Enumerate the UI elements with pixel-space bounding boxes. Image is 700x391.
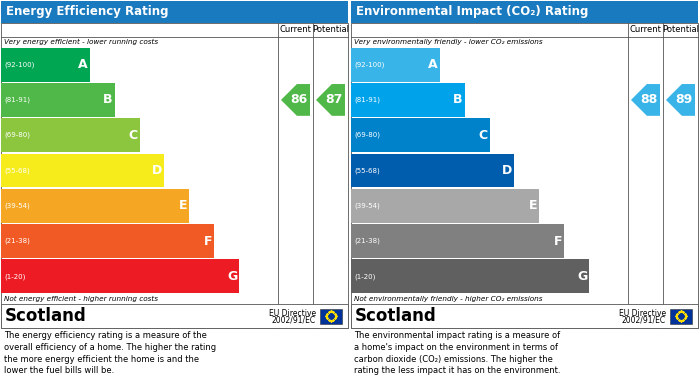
Text: Scotland: Scotland — [355, 307, 437, 325]
Text: Scotland: Scotland — [5, 307, 87, 325]
Text: (81-91): (81-91) — [4, 97, 30, 103]
Text: 89: 89 — [675, 93, 692, 106]
Text: B: B — [453, 93, 463, 106]
Text: (39-54): (39-54) — [4, 203, 29, 209]
Text: Potential: Potential — [312, 25, 349, 34]
Bar — [1, 189, 190, 223]
Bar — [1, 48, 90, 82]
Bar — [320, 308, 342, 323]
Bar — [670, 308, 692, 323]
Text: (39-54): (39-54) — [354, 203, 379, 209]
Text: (55-68): (55-68) — [354, 167, 379, 174]
Text: (81-91): (81-91) — [354, 97, 380, 103]
Text: EU Directive: EU Directive — [269, 308, 316, 317]
Text: C: C — [478, 129, 487, 142]
Text: D: D — [152, 164, 162, 177]
Text: Very energy efficient - lower running costs: Very energy efficient - lower running co… — [4, 39, 158, 45]
Bar — [1, 304, 348, 328]
Text: E: E — [179, 199, 188, 212]
Text: (21-38): (21-38) — [354, 238, 380, 244]
Text: 86: 86 — [290, 93, 307, 106]
Text: Not energy efficient - higher running costs: Not energy efficient - higher running co… — [4, 296, 158, 302]
Bar — [1, 83, 115, 117]
Bar — [351, 118, 489, 152]
Bar — [1, 260, 239, 293]
Text: Energy Efficiency Rating: Energy Efficiency Rating — [6, 5, 169, 18]
Text: E: E — [529, 199, 538, 212]
Text: Not environmentally friendly - higher CO₂ emissions: Not environmentally friendly - higher CO… — [354, 296, 542, 302]
Bar — [1, 154, 164, 187]
Text: (55-68): (55-68) — [4, 167, 29, 174]
Text: The energy efficiency rating is a measure of the
overall efficiency of a home. T: The energy efficiency rating is a measur… — [4, 331, 216, 375]
Text: (21-38): (21-38) — [4, 238, 30, 244]
Polygon shape — [631, 84, 660, 116]
Text: F: F — [204, 235, 212, 248]
Bar — [351, 154, 514, 187]
Text: 2002/91/EC: 2002/91/EC — [622, 316, 666, 325]
Text: F: F — [554, 235, 562, 248]
Text: Potential: Potential — [662, 25, 699, 34]
Text: D: D — [502, 164, 512, 177]
Bar — [351, 304, 698, 328]
Polygon shape — [281, 84, 310, 116]
Text: G: G — [227, 270, 237, 283]
Bar — [1, 23, 348, 328]
Text: (92-100): (92-100) — [354, 61, 384, 68]
Text: (1-20): (1-20) — [4, 273, 25, 280]
Bar — [1, 224, 214, 258]
Text: G: G — [577, 270, 587, 283]
Text: Very environmentally friendly - lower CO₂ emissions: Very environmentally friendly - lower CO… — [354, 39, 542, 45]
Text: (69-80): (69-80) — [354, 132, 380, 138]
Text: EU Directive: EU Directive — [619, 308, 666, 317]
Text: B: B — [103, 93, 113, 106]
Bar — [351, 260, 589, 293]
Text: (69-80): (69-80) — [4, 132, 30, 138]
Bar — [351, 48, 440, 82]
Text: The environmental impact rating is a measure of
a home's impact on the environme: The environmental impact rating is a mea… — [354, 331, 561, 375]
Text: 88: 88 — [640, 93, 657, 106]
Polygon shape — [666, 84, 695, 116]
Text: A: A — [428, 58, 438, 71]
Text: A: A — [78, 58, 88, 71]
Text: Current: Current — [629, 25, 662, 34]
Text: (1-20): (1-20) — [354, 273, 375, 280]
Bar — [351, 189, 540, 223]
Text: Current: Current — [279, 25, 312, 34]
Text: 2002/91/EC: 2002/91/EC — [272, 316, 316, 325]
Text: Environmental Impact (CO₂) Rating: Environmental Impact (CO₂) Rating — [356, 5, 589, 18]
Bar — [351, 1, 698, 23]
Text: (92-100): (92-100) — [4, 61, 34, 68]
Bar — [1, 1, 348, 23]
Text: C: C — [128, 129, 137, 142]
Bar — [351, 23, 698, 328]
Bar — [351, 224, 564, 258]
Polygon shape — [316, 84, 345, 116]
Bar — [1, 118, 139, 152]
Bar — [351, 83, 465, 117]
Text: 87: 87 — [325, 93, 342, 106]
